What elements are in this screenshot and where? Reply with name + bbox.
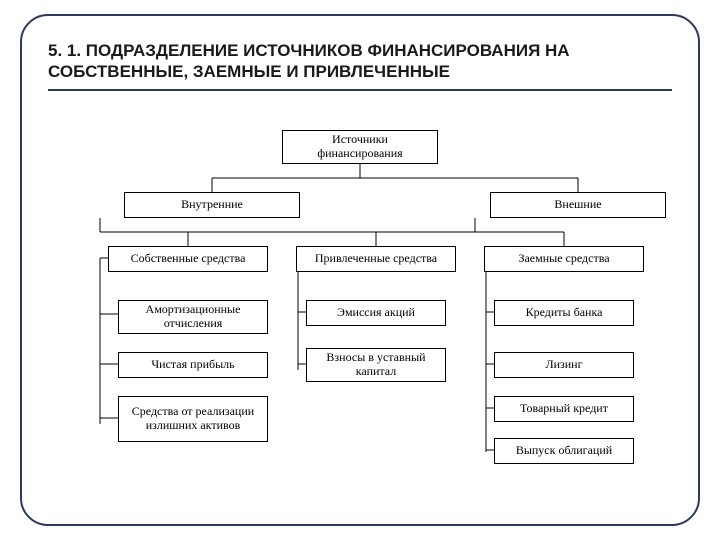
node-contrib: Взносы в уставный капитал (306, 348, 446, 382)
node-amort: Амортизационные отчисления (118, 300, 268, 334)
node-root: Источники финансирования (282, 130, 438, 164)
node-attracted: Привлеченные средства (296, 246, 456, 272)
node-own: Собственные средства (108, 246, 268, 272)
node-profit: Чистая прибыль (118, 352, 268, 378)
node-credits: Кредиты банка (494, 300, 634, 326)
node-external: Внешние (490, 192, 666, 218)
slide-title: 5. 1. ПОДРАЗДЕЛЕНИЕ ИСТОЧНИКОВ ФИНАНСИРО… (48, 40, 672, 91)
node-internal: Внутренние (124, 192, 300, 218)
node-bonds: Выпуск облигаций (494, 438, 634, 464)
slide: 5. 1. ПОДРАЗДЕЛЕНИЕ ИСТОЧНИКОВ ФИНАНСИРО… (0, 0, 720, 540)
node-trade: Товарный кредит (494, 396, 634, 422)
node-leasing: Лизинг (494, 352, 634, 378)
node-borrowed: Заемные средства (484, 246, 644, 272)
node-emission: Эмиссия акций (306, 300, 446, 326)
node-assets: Средства от реализации излишних активов (118, 396, 268, 442)
